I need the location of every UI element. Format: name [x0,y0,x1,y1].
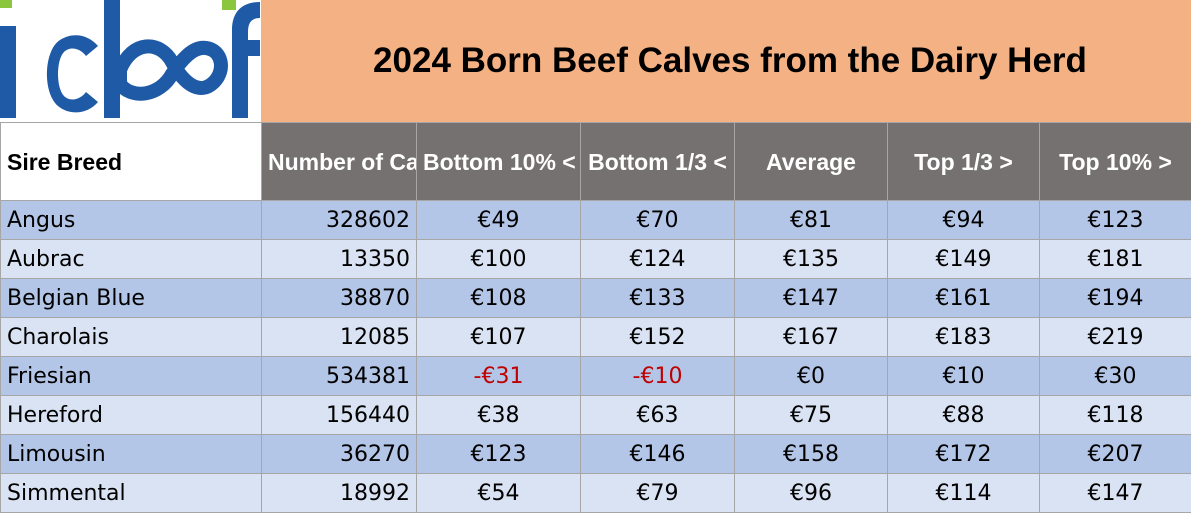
col-header-sire-breed: Sire Breed [0,122,262,201]
cell-average: €147 [734,278,888,318]
icbf-logo-graphic: icbf [0,0,260,118]
cell-bottom-10-negative: -€31 [416,356,581,396]
cell-bottom-third: €79 [580,473,735,513]
cell-top-10: €147 [1039,473,1191,513]
cell-bottom-10: €123 [416,434,581,474]
cell-bottom-10: €107 [416,317,581,357]
cell-bottom-10: €108 [416,278,581,318]
table-row: Charolais 12085 €107 €152 €167 €183 €219 [0,317,1191,357]
cell-bottom-third: €70 [580,200,735,240]
cell-average: €75 [734,395,888,435]
cell-bottom-third: €152 [580,317,735,357]
col-header-top-third: Top 1/3 > [887,122,1040,201]
icbf-logo: icbf [0,0,260,122]
cell-bottom-10: €49 [416,200,581,240]
cell-bottom-third: €63 [580,395,735,435]
cell-calves: 36270 [261,434,417,474]
cell-average: €158 [734,434,888,474]
calves-table: Sire Breed Number of Calves* Bottom 10% … [0,122,1191,513]
col-header-number-of-calves: Number of Calves* [261,122,417,201]
table-row: Belgian Blue 38870 €108 €133 €147 €161 €… [0,278,1191,318]
cell-top-third: €161 [887,278,1040,318]
cell-breed: Aubrac [0,239,262,279]
cell-average: €135 [734,239,888,279]
page-title: 2024 Born Beef Calves from the Dairy Her… [373,41,1087,80]
cell-top-10: €181 [1039,239,1191,279]
cell-calves: 156440 [261,395,417,435]
cell-top-third: €172 [887,434,1040,474]
cell-bottom-third-negative: -€10 [580,356,735,396]
col-header-bottom-third: Bottom 1/3 < [580,122,735,201]
cell-top-10: €118 [1039,395,1191,435]
cell-average: €96 [734,473,888,513]
cell-top-third: €114 [887,473,1040,513]
cell-top-10: €194 [1039,278,1191,318]
cell-calves: 328602 [261,200,417,240]
cell-top-third: €88 [887,395,1040,435]
logo-dot-icon [0,0,12,8]
cell-top-10: €219 [1039,317,1191,357]
cell-calves: 18992 [261,473,417,513]
table-row: Limousin 36270 €123 €146 €158 €172 €207 [0,434,1191,474]
cell-top-third: €183 [887,317,1040,357]
table-row: Friesian 534381 -€31 -€10 €0 €10 €30 [0,356,1191,396]
cell-bottom-10: €100 [416,239,581,279]
cell-calves: 12085 [261,317,417,357]
cell-breed: Angus [0,200,262,240]
cell-bottom-third: €124 [580,239,735,279]
cell-top-10: €30 [1039,356,1191,396]
cell-bottom-10: €38 [416,395,581,435]
cell-top-10: €123 [1039,200,1191,240]
cell-top-third: €149 [887,239,1040,279]
cell-average: €0 [734,356,888,396]
cell-top-third: €10 [887,356,1040,396]
cell-top-10: €207 [1039,434,1191,474]
cell-average: €81 [734,200,888,240]
cell-breed: Simmental [0,473,262,513]
cell-breed: Charolais [0,317,262,357]
table-row: Simmental 18992 €54 €79 €96 €114 €147 [0,473,1191,513]
cell-calves: 13350 [261,239,417,279]
cell-average: €167 [734,317,888,357]
cell-breed: Belgian Blue [0,278,262,318]
col-header-bottom-10: Bottom 10% < [416,122,581,201]
cell-bottom-third: €133 [580,278,735,318]
table-row: Angus 328602 €49 €70 €81 €94 €123 [0,200,1191,240]
cell-bottom-10: €54 [416,473,581,513]
col-header-average: Average [734,122,888,201]
cell-calves: 38870 [261,278,417,318]
header-row: Sire Breed Number of Calves* Bottom 10% … [0,122,1191,201]
table-row: Hereford 156440 €38 €63 €75 €88 €118 [0,395,1191,435]
cell-breed: Limousin [0,434,262,474]
cell-bottom-third: €146 [580,434,735,474]
col-header-top-10: Top 10% > [1039,122,1191,201]
cell-calves: 534381 [261,356,417,396]
cell-breed: Friesian [0,356,262,396]
cell-top-third: €94 [887,200,1040,240]
title-banner: 2024 Born Beef Calves from the Dairy Her… [261,0,1191,122]
table-row: Aubrac 13350 €100 €124 €135 €149 €181 [0,239,1191,279]
cell-breed: Hereford [0,395,262,435]
